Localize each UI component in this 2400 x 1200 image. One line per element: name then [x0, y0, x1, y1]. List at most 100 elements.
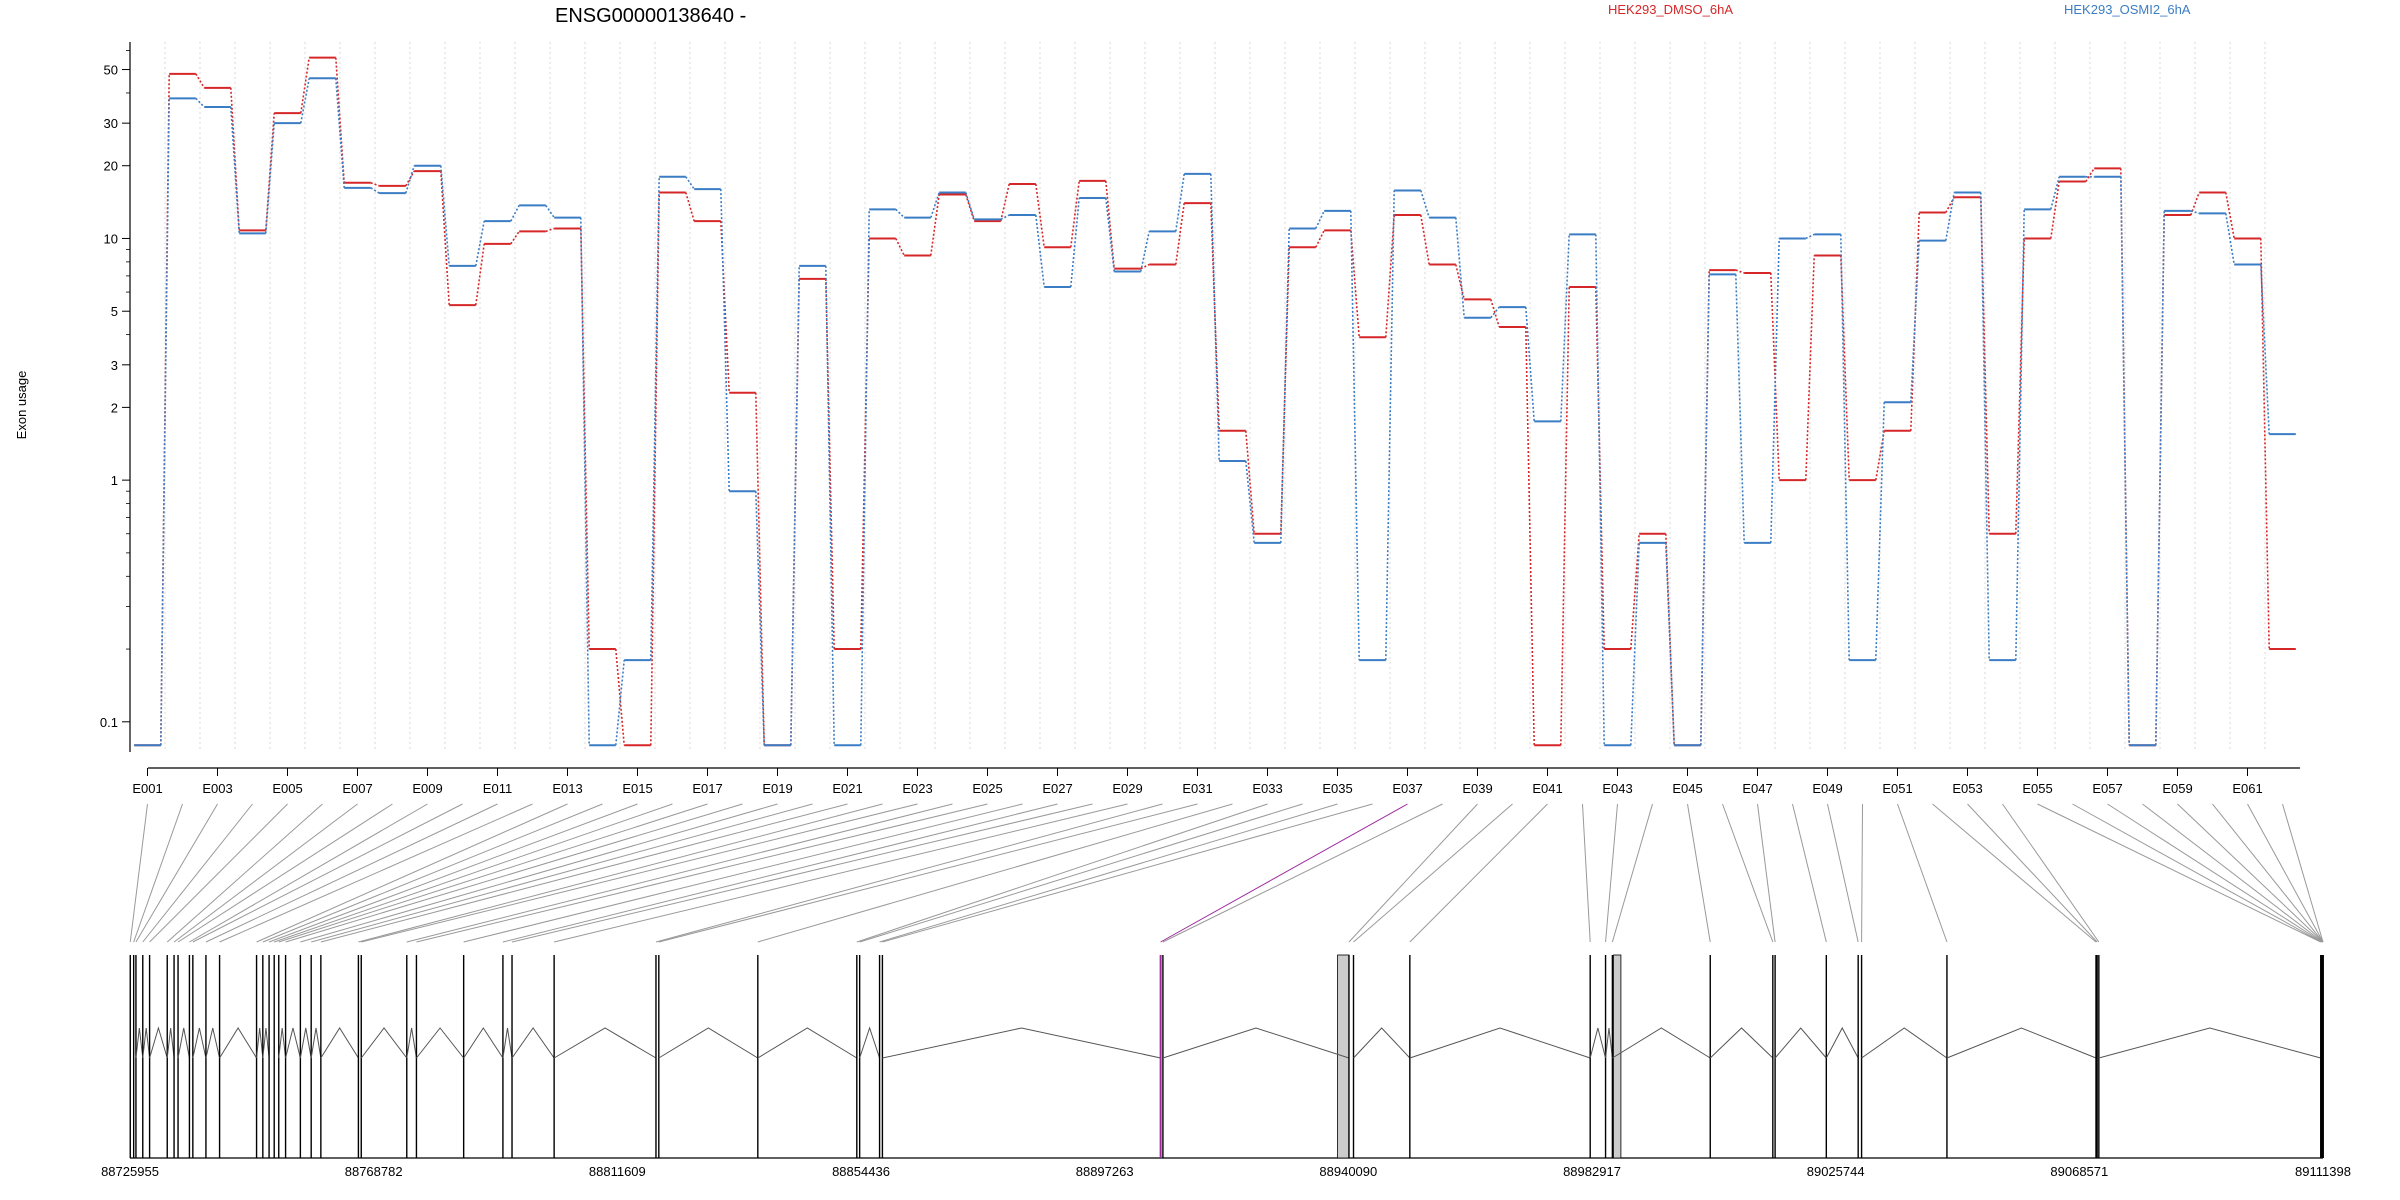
chart-title: ENSG00000138640 - — [555, 5, 746, 27]
usage-connector — [1805, 255, 1815, 481]
exon-connector — [2247, 803, 2324, 943]
exon-connector — [1409, 803, 1548, 943]
coordinate-tick-label: 89111398 — [2295, 1164, 2351, 1179]
exon-connector — [1967, 803, 2098, 943]
usage-connector — [685, 192, 695, 222]
usage-connector — [1630, 542, 1640, 746]
intron-chevron — [1162, 1027, 1350, 1059]
x-tick-label: E059 — [2162, 781, 2192, 796]
intron-chevron — [135, 1027, 144, 1059]
intron-chevron — [285, 1027, 301, 1059]
usage-connector — [545, 227, 555, 233]
x-tick-label: E007 — [342, 781, 372, 796]
exon-connector — [1160, 803, 1408, 943]
x-tick-label: E017 — [692, 781, 722, 796]
x-tick-label: E031 — [1182, 781, 1212, 796]
usage-connector — [1140, 231, 1150, 272]
intron-chevron — [1774, 1027, 1827, 1059]
y-tick-label: 50 — [104, 63, 118, 78]
coordinate-tick-label: 89068571 — [2050, 1164, 2108, 1179]
exon-connector — [1861, 803, 1863, 943]
usage-connector — [1280, 228, 1290, 543]
usage-connector — [1035, 183, 1045, 248]
exon-connector — [205, 803, 498, 943]
coordinate-tick-label: 89025744 — [1807, 1164, 1865, 1179]
usage-connector — [650, 176, 660, 661]
x-tick-label: E027 — [1042, 781, 1072, 796]
exon-connector — [219, 803, 533, 943]
usage-connector — [440, 165, 450, 266]
exon-connector — [1162, 803, 1443, 943]
usage-connector — [895, 238, 905, 256]
usage-connector — [335, 57, 345, 183]
usage-connector — [1875, 402, 1885, 661]
usage-connector — [1910, 240, 1920, 403]
usage-connector — [1315, 210, 1325, 229]
exon-connector — [149, 803, 288, 943]
axes-layer: 0.1 1 2 3 5 10 20 30 50 E001 E003 E005 E007 E009 E011 E… — [100, 42, 2300, 796]
y-tick-label: 30 — [104, 116, 118, 131]
x-tick-label: E003 — [202, 781, 232, 796]
usage-connector — [2015, 238, 2025, 534]
x-tick-label: E011 — [483, 781, 512, 796]
usage-connector — [685, 176, 695, 190]
exon-connector — [1932, 803, 2097, 943]
x-tick-label: E043 — [1602, 781, 1632, 796]
usage-connector — [1385, 214, 1395, 338]
x-tick-label: E025 — [972, 781, 1002, 796]
exon-connector — [655, 803, 1163, 943]
y-tick-label: 2 — [111, 400, 118, 415]
intron-chevron — [1825, 1026, 1859, 1059]
usage-connector — [1455, 217, 1465, 318]
usage-connector — [405, 170, 415, 187]
gene-model-layer: 88725955 88768782 88811609 88854436 88897263… — [101, 954, 2351, 1179]
usage-connector — [1245, 430, 1255, 534]
x-tick-label: E039 — [1462, 781, 1492, 796]
usage-connector — [1700, 274, 1710, 746]
coordinate-tick-label: 88897263 — [1076, 1164, 1134, 1179]
x-tick-label: E041 — [1532, 781, 1562, 796]
exon-connector — [511, 803, 1093, 943]
grid-layer — [164, 42, 2266, 752]
usage-connector — [230, 106, 240, 234]
y-tick-label: 10 — [104, 231, 118, 246]
usage-connector — [860, 209, 870, 746]
exon-connector — [1897, 803, 1948, 943]
usage-connector — [370, 182, 380, 187]
usage-connector — [1945, 196, 1955, 213]
exon-connector — [173, 803, 358, 943]
coordinate-tick-label: 88811609 — [589, 1164, 646, 1179]
intron-chevron — [278, 1027, 287, 1059]
intron-chevron — [1409, 1027, 1591, 1059]
exon-connector — [268, 803, 638, 943]
x-tick-label: E001 — [132, 781, 162, 796]
intron-chevron — [299, 1027, 312, 1059]
x-tick-label: E015 — [622, 781, 652, 796]
x-tick-label: E055 — [2022, 781, 2052, 796]
usage-connector — [510, 205, 520, 222]
intron-chevron — [1612, 1027, 1711, 1059]
intron-chevron — [511, 1027, 555, 1059]
x-tick-label: E013 — [552, 781, 582, 796]
exon-connector — [406, 803, 953, 943]
intron-chevron — [256, 1027, 264, 1059]
exon-connector — [856, 803, 1268, 943]
exon-connector — [189, 803, 428, 943]
exon-connector — [463, 803, 1023, 943]
usage-connector — [1420, 214, 1430, 265]
exon-connector — [278, 803, 708, 943]
intron-chevron — [658, 1027, 759, 1059]
usage-connector — [2155, 210, 2165, 746]
usage-connector — [650, 192, 660, 746]
intron-chevron — [205, 1027, 221, 1059]
exon-connector — [1792, 803, 1827, 943]
usage-connector — [965, 192, 975, 220]
intron-chevron — [360, 1027, 408, 1059]
exon-connector — [1582, 803, 1591, 943]
intron-chevron — [262, 1027, 270, 1059]
exon-connector — [135, 803, 218, 943]
exon-connector — [2107, 803, 2323, 943]
x-tick-label: E035 — [1322, 781, 1352, 796]
usage-connector — [2260, 264, 2270, 435]
usage-connector — [1315, 230, 1325, 248]
